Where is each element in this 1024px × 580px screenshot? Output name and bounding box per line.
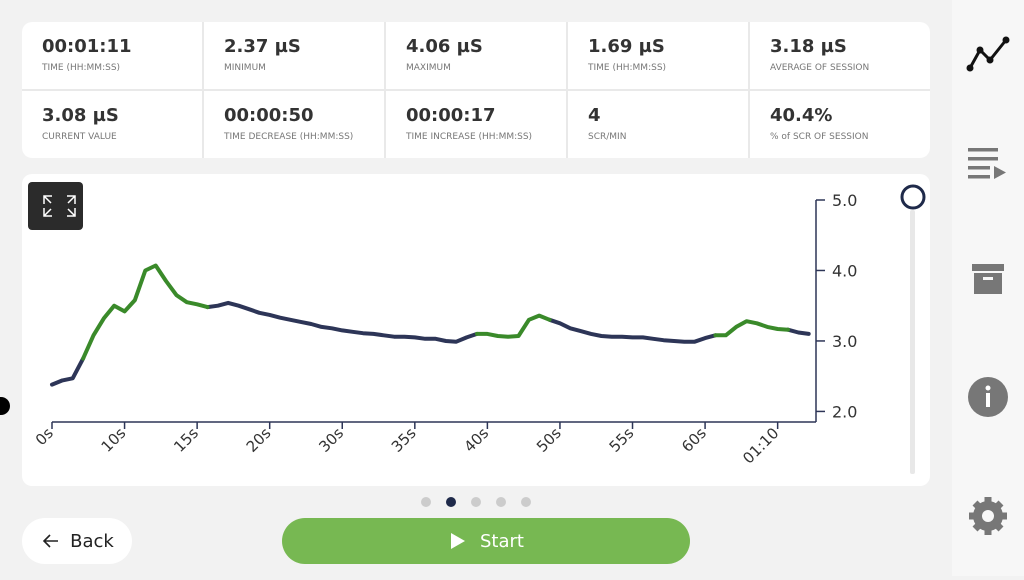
stat-label: CURRENT VALUE	[42, 132, 117, 142]
stat-value: 00:00:50	[224, 105, 314, 126]
info-icon[interactable]	[968, 377, 1008, 417]
line-series	[81, 263, 790, 361]
x-tick-label: 0s	[32, 424, 57, 449]
start-label: Start	[480, 530, 524, 552]
y-tick-label: 4.0	[832, 261, 857, 280]
y-tick-label: 5.0	[832, 191, 857, 210]
stat-label: AVERAGE OF SESSION	[770, 63, 870, 73]
stat-label: TIME INCREASE (HH:MM:SS)	[406, 132, 533, 142]
expand-icon	[43, 195, 76, 217]
stat-value: 3.18 µS	[770, 36, 847, 57]
settings-icon[interactable]	[969, 497, 1007, 535]
slider-track	[910, 210, 915, 474]
chart-card: 2.0 3.0 4.0 5.0 0s 10s 15s 20s 30s 35s 40s 50s 55s 60…	[22, 174, 930, 486]
slider-knob[interactable]	[900, 184, 926, 210]
sidebar-icons	[966, 36, 1010, 535]
sidebar	[952, 0, 1024, 576]
playlist-icon[interactable]	[968, 148, 1006, 179]
page-dot[interactable]	[446, 497, 456, 507]
stat-label: SCR/MIN	[588, 132, 627, 142]
page-dot[interactable]	[496, 497, 506, 507]
page-dot[interactable]	[421, 497, 431, 507]
stat-tile: 00:01:11 TIME (HH:MM:SS)	[22, 22, 202, 89]
expand-button[interactable]	[28, 182, 83, 230]
stat-value: 00:00:17	[406, 105, 496, 126]
stat-tile: 1.69 µS TIME (HH:MM:SS)	[568, 22, 748, 89]
pagination	[421, 497, 531, 507]
stat-tile: 4 SCR/MIN	[568, 91, 748, 158]
stat-tile: 2.37 µS MINIMUM	[204, 22, 384, 89]
line-series	[50, 300, 811, 387]
stat-value: 4.06 µS	[406, 36, 483, 57]
stat-label: % of SCR OF SESSION	[770, 132, 869, 142]
back-arrow	[43, 534, 59, 548]
stat-label: TIME (HH:MM:SS)	[42, 63, 121, 73]
page-dot[interactable]	[521, 497, 531, 507]
stat-value: 2.37 µS	[224, 36, 301, 57]
archive-icon[interactable]	[972, 264, 1004, 294]
chart: 2.03.04.05.00s 10s 15s 20s 30s 35s 40s 50s 55s 60…	[28, 182, 926, 474]
back-button[interactable]: Back	[22, 518, 132, 564]
back-label: Back	[70, 530, 114, 552]
stat-value: 40.4%	[770, 105, 833, 126]
stat-label: TIME (HH:MM:SS)	[588, 63, 667, 73]
stat-tile: 40.4% % of SCR OF SESSION	[750, 91, 930, 158]
stat-tile: 00:00:50 TIME DECREASE (HH:MM:SS)	[204, 91, 384, 158]
stat-label: TIME DECREASE (HH:MM:SS)	[224, 132, 354, 142]
play-icon	[451, 533, 465, 549]
y-tick-label: 2.0	[832, 402, 857, 421]
stat-value: 00:01:11	[42, 36, 132, 57]
x-tick-label: 01:10	[739, 424, 782, 467]
stat-value: 1.69 µS	[588, 36, 665, 57]
stats-card: 00:01:11 TIME (HH:MM:SS) 2.37 µS MINIMUM 4.0…	[22, 22, 930, 158]
stat-value: 3.08 µS	[42, 105, 119, 126]
stat-tile: 3.08 µS CURRENT VALUE	[22, 91, 202, 158]
stat-tile: 00:00:17 TIME INCREASE (HH:MM:SS)	[386, 91, 566, 158]
edge-marker	[0, 397, 10, 415]
stat-label: MINIMUM	[224, 63, 266, 73]
y-tick-label: 3.0	[832, 332, 857, 351]
start-button[interactable]: Start	[282, 518, 690, 564]
page-dot[interactable]	[471, 497, 481, 507]
stat-value: 4	[588, 105, 601, 126]
stat-tile: 3.18 µS AVERAGE OF SESSION	[750, 22, 930, 89]
stat-tile: 4.06 µS MAXIMUM	[386, 22, 566, 89]
stat-label: MAXIMUM	[406, 63, 451, 73]
graph-icon[interactable]	[966, 36, 1010, 72]
